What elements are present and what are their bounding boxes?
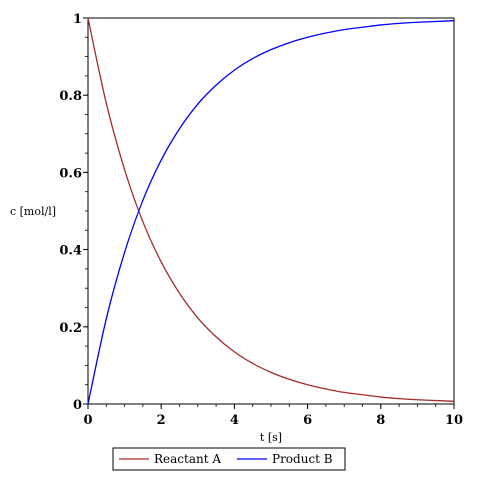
series-layer [87, 17, 455, 405]
x-tick-label: 2 [157, 413, 166, 428]
x-tick-label: 4 [230, 413, 239, 428]
legend-box [112, 447, 346, 471]
legend-label-reactant-a: Reactant A [154, 452, 221, 466]
y-tick-label: 0.4 [59, 244, 82, 259]
plot-frame [87, 17, 455, 405]
x-axis-label: t [s] [260, 431, 282, 444]
legend-label-product-b: Product B [272, 452, 333, 466]
x-tick-label: 8 [376, 413, 385, 428]
y-tick-label: 0.8 [59, 89, 82, 104]
y-axis: 0 0.2 0.4 0.6 0.8 1 [59, 12, 88, 413]
legend: Reactant A Product B [112, 447, 346, 471]
y-tick-label: 0 [73, 398, 82, 413]
x-tick-label: 6 [303, 413, 312, 428]
y-tick-label: 0.6 [59, 166, 82, 181]
x-tick-label: 0 [83, 413, 92, 428]
y-tick-label: 0.2 [59, 321, 82, 336]
y-axis-label: c [mol/l] [10, 205, 56, 218]
x-axis: 0 2 4 6 8 10 [83, 404, 463, 428]
x-tick-label: 10 [445, 413, 463, 428]
y-tick-label: 1 [73, 12, 82, 27]
series-line-reactant-a [87, 17, 455, 402]
series-line-product-b [87, 20, 455, 405]
